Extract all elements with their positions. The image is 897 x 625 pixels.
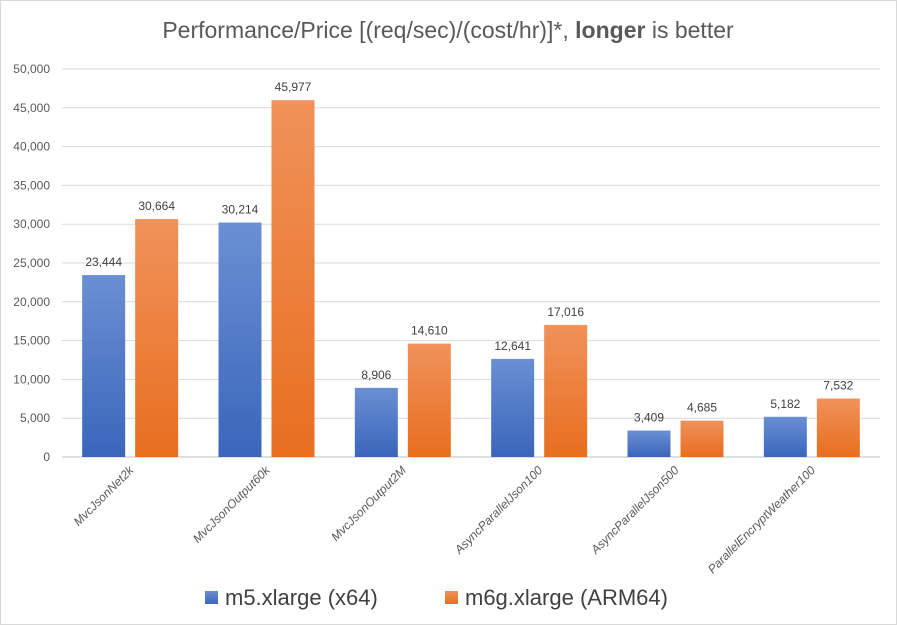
data-label: 5,182 bbox=[770, 397, 800, 411]
bar-m5 bbox=[354, 387, 398, 457]
y-tick-label: 10,000 bbox=[13, 372, 50, 386]
data-label: 45,977 bbox=[275, 80, 312, 94]
chart-title: Performance/Price [(req/sec)/(cost/hr)]*… bbox=[162, 17, 734, 43]
bar-m6g bbox=[271, 100, 315, 458]
y-tick-label: 20,000 bbox=[13, 295, 50, 309]
data-label: 30,664 bbox=[138, 199, 175, 213]
legend-label: m5.xlarge (x64) bbox=[225, 585, 378, 610]
y-tick-label: 5,000 bbox=[20, 411, 50, 425]
x-tick-label: AsyncParallelJson500 bbox=[588, 463, 682, 557]
y-tick-label: 45,000 bbox=[13, 101, 50, 115]
legend-swatch bbox=[445, 591, 458, 604]
y-tick-label: 0 bbox=[43, 450, 50, 464]
bar-m6g bbox=[816, 398, 860, 457]
x-tick-label: MvcJsonOutput2M bbox=[328, 463, 409, 544]
x-tick-label: MvcJsonNet2k bbox=[71, 463, 137, 529]
data-label: 14,610 bbox=[411, 324, 448, 338]
bar-m6g bbox=[544, 324, 588, 457]
bar-m6g bbox=[407, 343, 451, 457]
bar-m6g bbox=[135, 219, 179, 457]
data-label: 4,685 bbox=[687, 401, 717, 415]
bar-m6g bbox=[680, 420, 724, 457]
data-label: 7,532 bbox=[823, 379, 853, 393]
x-tick-label: MvcJsonOutput60k bbox=[190, 463, 273, 546]
bar-m5 bbox=[491, 358, 535, 457]
y-tick-label: 15,000 bbox=[13, 334, 50, 348]
data-label: 8,906 bbox=[361, 368, 391, 382]
data-label: 23,444 bbox=[85, 255, 122, 269]
y-tick-label: 25,000 bbox=[13, 256, 50, 270]
bar-m5 bbox=[82, 275, 126, 457]
bar-m5 bbox=[627, 430, 671, 457]
x-tick-label: ParallelEncryptWeather100 bbox=[705, 463, 818, 576]
y-tick-label: 40,000 bbox=[13, 140, 50, 154]
data-label: 30,214 bbox=[222, 203, 259, 217]
x-tick-label: AsyncParallelJson100 bbox=[451, 463, 545, 557]
data-label: 12,641 bbox=[494, 339, 531, 353]
legend-swatch bbox=[205, 591, 218, 604]
legend-label: m6g.xlarge (ARM64) bbox=[465, 585, 668, 610]
y-tick-label: 35,000 bbox=[13, 178, 50, 192]
bar-m5 bbox=[218, 222, 262, 457]
bar-m5 bbox=[763, 416, 807, 457]
y-tick-label: 30,000 bbox=[13, 217, 50, 231]
y-tick-label: 50,000 bbox=[13, 62, 50, 76]
data-label: 17,016 bbox=[547, 305, 584, 319]
data-label: 3,409 bbox=[634, 411, 664, 425]
